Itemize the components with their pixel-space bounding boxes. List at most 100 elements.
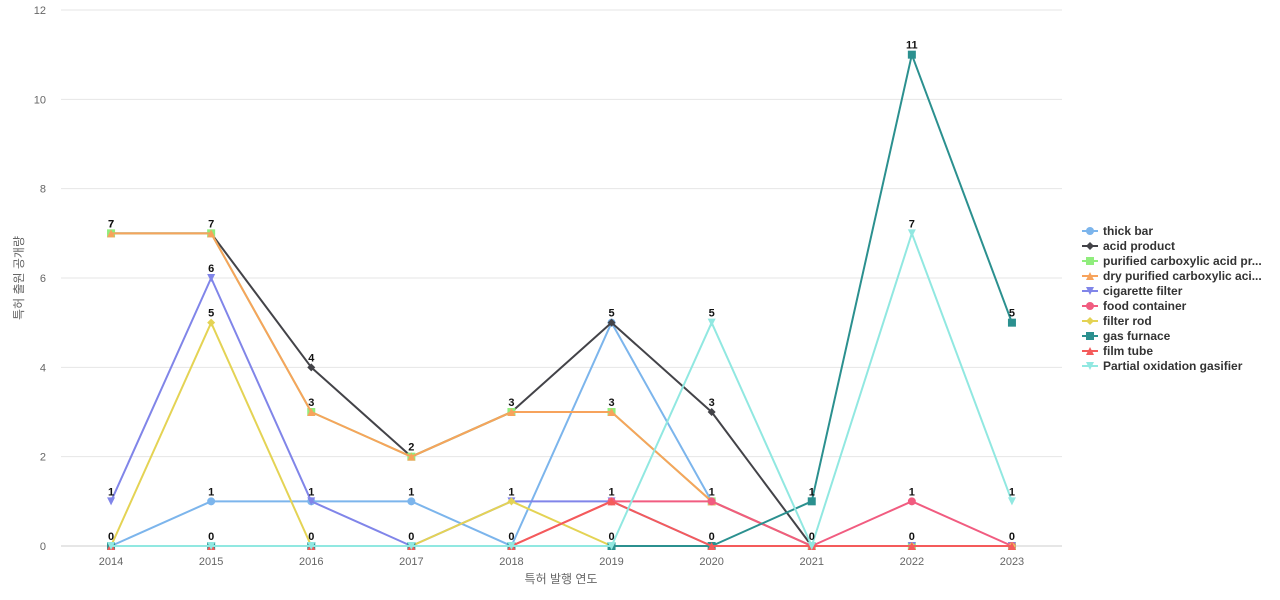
legend-marker (1086, 287, 1094, 295)
x-tick-label: 2023 (1000, 556, 1024, 568)
legend-marker (1086, 302, 1094, 310)
data-point (1007, 542, 1016, 550)
data-point (307, 363, 316, 372)
data-label: 0 (709, 531, 715, 543)
legend-label: filter rod (1103, 314, 1152, 328)
x-tick-label: 2015 (199, 556, 223, 568)
data-point (707, 408, 716, 416)
data-label: 0 (108, 531, 114, 543)
legend-item[interactable]: Partial oxidation gasifier (1082, 359, 1243, 373)
x-tick-label: 2017 (399, 556, 423, 568)
data-label: 1 (108, 486, 114, 498)
legend-item[interactable]: dry purified carboxylic aci... (1082, 269, 1262, 283)
legend-item[interactable]: cigarette filter (1082, 284, 1183, 298)
data-label: 0 (608, 531, 614, 543)
legend-label: Partial oxidation gasifier (1103, 359, 1243, 373)
legend-marker (1086, 317, 1094, 325)
x-tick-label: 2018 (499, 556, 523, 568)
data-point (107, 497, 116, 506)
data-label: 1 (809, 486, 815, 498)
data-point (107, 229, 116, 238)
x-tick-label: 2019 (599, 556, 623, 568)
x-tick-label: 2022 (900, 556, 924, 568)
data-label: 0 (308, 531, 314, 543)
data-point (307, 408, 316, 416)
data-point (907, 497, 916, 506)
data-point (207, 318, 216, 327)
data-label: 7 (108, 218, 114, 230)
legend-label: gas furnace (1103, 329, 1171, 343)
y-tick-label: 4 (40, 362, 46, 374)
legend-label: dry purified carboxylic aci... (1103, 269, 1262, 283)
data-label: 5 (208, 308, 214, 320)
data-label: 7 (208, 218, 214, 230)
data-label: 5 (608, 308, 614, 320)
data-point (307, 542, 316, 550)
data-point (507, 408, 516, 416)
data-label: 7 (108, 218, 114, 230)
data-label: 11 (906, 40, 918, 52)
series-partial-oxidation-gasifier (107, 229, 1016, 550)
data-label: 1 (208, 486, 214, 498)
y-axis-ticks: 0 2 4 6 8 10 12 (34, 5, 46, 553)
y-tick-label: 0 (40, 541, 46, 553)
legend-item[interactable]: acid product (1082, 239, 1175, 253)
data-point (507, 497, 516, 506)
legend-item[interactable]: food container (1082, 299, 1187, 313)
data-point (707, 497, 716, 506)
legend-item[interactable]: purified carboxylic acid pr... (1082, 254, 1262, 268)
data-point (907, 50, 916, 59)
legend-item[interactable]: gas furnace (1082, 329, 1171, 343)
x-axis-ticks: 2014 2015 2016 2017 2018 2019 2020 2021 2022 2023 (99, 556, 1024, 568)
y-tick-label: 6 (40, 273, 46, 285)
data-point (207, 497, 216, 506)
legend-item[interactable]: film tube (1082, 344, 1153, 358)
series-line (111, 232, 1012, 547)
data-point (307, 497, 316, 506)
legend-marker (1086, 242, 1094, 250)
data-point (1007, 318, 1016, 327)
data-label: 0 (508, 531, 514, 543)
data-label: 2 (408, 442, 414, 454)
legend-marker (1086, 257, 1094, 265)
series-gas-furnace (107, 50, 1016, 550)
data-label: 1 (608, 486, 614, 498)
data-point (807, 497, 816, 506)
data-point (407, 497, 416, 506)
data-label: 4 (308, 352, 315, 364)
data-point (207, 542, 216, 550)
x-tick-label: 2016 (299, 556, 323, 568)
data-label: 1 (909, 486, 915, 498)
data-point (407, 452, 416, 461)
data-label: 0 (1009, 531, 1015, 543)
data-label: 1 (1009, 486, 1015, 498)
x-tick-label: 2020 (699, 556, 723, 568)
data-point (207, 274, 216, 282)
legend-marker (1086, 347, 1094, 355)
legend-marker (1086, 227, 1094, 235)
series-line (111, 53, 1013, 547)
data-point (107, 542, 116, 550)
legend-label: thick bar (1103, 224, 1153, 238)
x-tick-label: 2014 (99, 556, 123, 568)
legend-label: acid product (1103, 239, 1175, 253)
legend-label: cigarette filter (1103, 284, 1183, 298)
data-label: 1 (508, 486, 514, 498)
data-point (1007, 497, 1016, 506)
y-tick-label: 2 (40, 452, 46, 464)
legend-item[interactable]: filter rod (1082, 314, 1152, 328)
data-label: 3 (608, 397, 614, 409)
y-tick-label: 12 (34, 5, 46, 17)
data-point (907, 542, 916, 550)
data-point (807, 542, 816, 550)
data-label: 0 (909, 531, 915, 543)
data-label: 1 (709, 486, 715, 498)
y-tick-label: 8 (40, 184, 46, 196)
legend-item[interactable]: thick bar (1082, 224, 1153, 238)
data-label: 1 (408, 486, 414, 498)
data-label: 6 (208, 263, 214, 275)
y-tick-label: 10 (34, 94, 46, 106)
